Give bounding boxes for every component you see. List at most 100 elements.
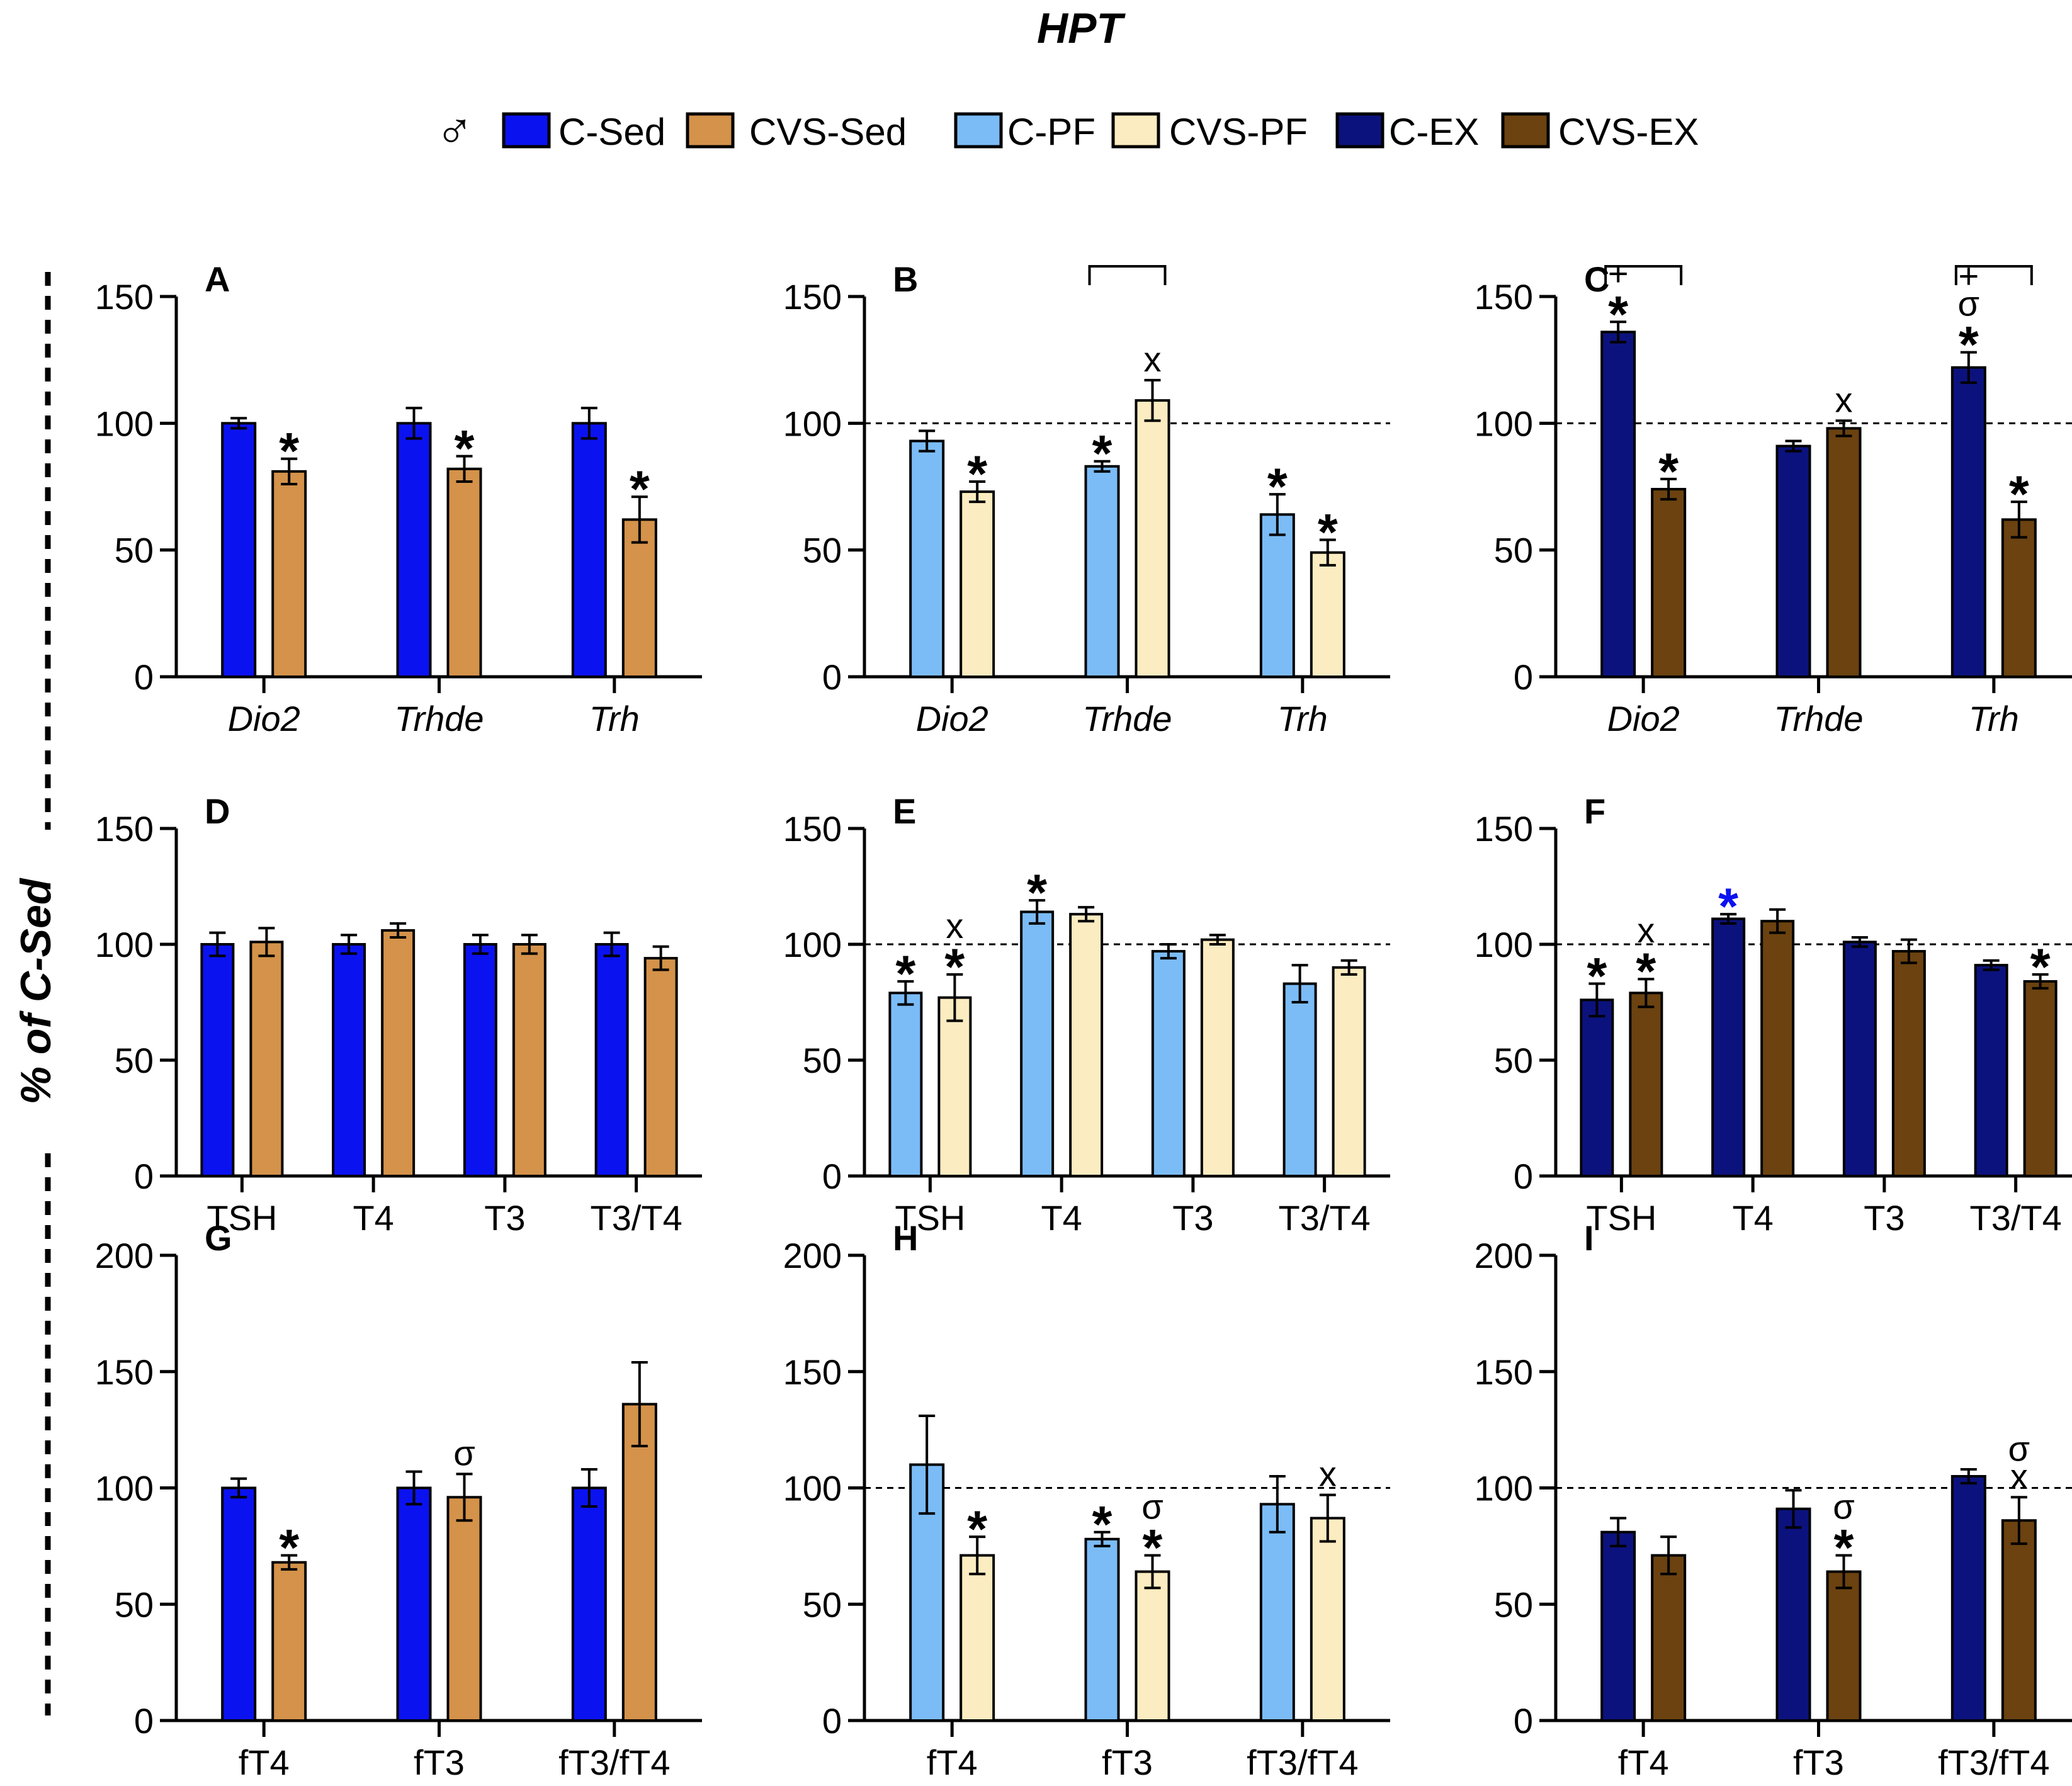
legend-swatch [1111, 112, 1160, 149]
panel-d: D 0 50 100 150 TSH T4 T3 T3/T4 [95, 791, 702, 1238]
significance-mark: x [1835, 380, 1853, 419]
y-tick-label: 150 [95, 1352, 154, 1392]
bar [1974, 964, 2008, 1177]
bar [594, 943, 629, 1177]
bar [2001, 518, 2037, 679]
legend-item-cvs-pf: CVS-PF [1111, 111, 1308, 153]
significance-mark: * [1092, 426, 1112, 483]
y-tick-label: 150 [783, 277, 842, 317]
bar [1084, 465, 1120, 679]
y-tick-label: 0 [134, 657, 154, 697]
bar [1629, 992, 1663, 1178]
bar [446, 1496, 482, 1722]
panel-i: I 0 50 100 150 200 fT4 fT3 *σ fT3/fT4 xσ [1475, 1218, 2072, 1782]
y-tick-label: 100 [1475, 404, 1533, 443]
legend-item-c-pf: C-PF [954, 111, 1095, 153]
bar [1775, 1507, 1811, 1722]
x-tick-label: TSH [895, 1198, 965, 1238]
bar [1151, 950, 1186, 1178]
x-tick-label: T3 [484, 1198, 525, 1238]
y-tick-label: 200 [783, 1236, 842, 1275]
panel-letter: I [1584, 1218, 1594, 1258]
x-tick-label: T3 [1172, 1198, 1213, 1238]
panel-letter: E [893, 791, 916, 831]
y-axis-label: % of C-Sed [12, 878, 60, 1104]
legend: ♂ C-Sed CVS-Sed C-PF CVS-PF C-EX CVS-EX [435, 103, 1699, 160]
panel-h: H 0 50 100 150 200 fT4 * fT3 * *σ fT3/fT4 x [783, 1218, 1390, 1782]
x-tick-label: T3/T4 [1278, 1198, 1370, 1238]
x-tick-label: fT4 [239, 1743, 290, 1782]
x-tick-label: fT3/fT4 [558, 1743, 670, 1782]
panel-b: B 0 50 100 150 Dio2 * Trhde * x Trh * * [783, 259, 1390, 738]
y-tick-label: 100 [1475, 925, 1533, 964]
panel-letter: A [205, 259, 230, 299]
legend-item-cvs-sed: CVS-Sed [686, 111, 907, 153]
significance-mark: * [967, 1501, 987, 1558]
significance-mark: * [630, 461, 650, 518]
bar [1259, 1503, 1295, 1722]
comparison-bracket [1088, 265, 1167, 285]
bar [446, 467, 482, 679]
legend-item-c-sed: C-Sed [502, 111, 665, 153]
bar [960, 490, 995, 678]
comparison-bracket [1954, 265, 2033, 285]
panel-letter: H [893, 1218, 918, 1258]
y-tick-label: 200 [95, 1236, 154, 1275]
bar [888, 992, 923, 1178]
y-tick-label: 100 [95, 1469, 154, 1508]
x-tick-label: fT3/fT4 [1938, 1743, 2049, 1782]
significance-mark: *σ [1833, 1487, 1855, 1577]
significance-mark: * [1718, 878, 1738, 935]
bar [332, 943, 366, 1177]
bar [512, 943, 546, 1177]
significance-mark: x [1144, 339, 1162, 379]
bar [571, 1486, 607, 1722]
y-tick-label: 50 [803, 1041, 842, 1080]
bar [1891, 950, 1926, 1178]
bar [200, 943, 235, 1177]
bar [1084, 1537, 1120, 1722]
bar [221, 422, 257, 678]
x-tick-label: fT4 [927, 1743, 978, 1782]
y-tick-label: 0 [1514, 657, 1533, 697]
significance-mark: σ [453, 1433, 475, 1472]
significance-mark: * [1267, 458, 1288, 516]
legend-label: CVS-EX [1558, 111, 1699, 153]
legend-label: CVS-Sed [749, 111, 907, 153]
y-tick-label: 150 [1475, 1352, 1533, 1392]
bar [1775, 444, 1811, 678]
bar [1950, 1475, 1986, 1722]
y-tick-label: 50 [115, 531, 154, 570]
legend-swatch [502, 112, 551, 149]
x-tick-label: T4 [1041, 1198, 1082, 1238]
bar [1651, 488, 1687, 678]
y-tick-label: 50 [1494, 531, 1533, 570]
y-tick-label: 50 [1494, 1041, 1533, 1080]
x-tick-label: Dio2 [1607, 699, 1680, 738]
x-tick-label: T4 [1732, 1198, 1773, 1238]
bar [1332, 966, 1366, 1178]
y-tick-label: 100 [1475, 1469, 1533, 1508]
bar [1200, 938, 1235, 1177]
x-tick-label: Trh [589, 699, 640, 738]
y-tick-label: 100 [783, 925, 842, 964]
y-tick-label: 100 [783, 404, 842, 443]
bar [643, 957, 678, 1177]
male-sex-symbol: ♂ [435, 103, 474, 160]
significance-mark: * [279, 423, 299, 480]
y-tick-label: 0 [134, 1701, 154, 1741]
significance-mark: * [1587, 948, 1607, 1005]
y-tick-label: 150 [1475, 277, 1533, 317]
panel-letter: B [893, 259, 918, 299]
x-tick-label: fT3 [1793, 1743, 1844, 1782]
y-tick-label: 150 [783, 1352, 842, 1392]
x-tick-label: T3/T4 [590, 1198, 682, 1238]
significance-mark: xσ [2008, 1428, 2030, 1496]
bar [621, 518, 657, 679]
legend-label: C-PF [1007, 111, 1095, 153]
legend-item-cvs-ex: CVS-EX [1501, 111, 1699, 153]
x-tick-label: T3 [1864, 1198, 1905, 1238]
y-tick-label: 0 [1514, 1701, 1533, 1741]
bar [396, 1486, 432, 1722]
